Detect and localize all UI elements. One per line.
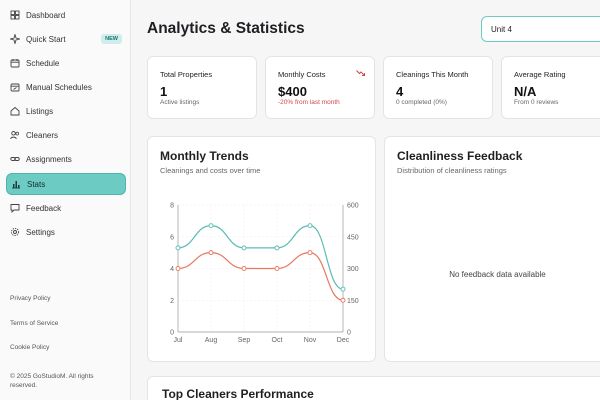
costs-data-point <box>175 266 181 271</box>
stat-value: 1 <box>160 84 168 99</box>
sidebar-item-schedule[interactable]: Schedule <box>6 52 126 74</box>
sidebar-item-label: Assignments <box>26 154 72 164</box>
panel-title: Monthly Trends <box>160 149 249 163</box>
stat-card-cleanings: Cleanings This Month 4 0 completed (0%) <box>383 56 493 119</box>
sidebar-item-feedback[interactable]: Feedback <box>6 197 126 219</box>
panel-subtitle: Distribution of cleanliness ratings <box>397 166 507 175</box>
sparkle-icon <box>10 34 20 44</box>
stat-title: Total Properties <box>160 70 213 79</box>
unit-select[interactable]: Unit 4 <box>481 16 600 42</box>
bar-chart-icon <box>11 179 21 189</box>
sidebar-item-label: Quick Start <box>26 34 66 44</box>
cleanings-data-point <box>175 245 181 251</box>
costs-data-point <box>340 297 346 303</box>
new-badge: NEW <box>101 34 122 44</box>
cleanings-data-point <box>307 223 313 229</box>
sidebar-item-cleaners[interactable]: Cleaners <box>6 124 126 146</box>
sidebar-item-dashboard[interactable]: Dashboard <box>6 4 126 26</box>
cookie-policy-link[interactable]: Cookie Policy <box>10 344 50 351</box>
costs-data-point <box>307 250 313 256</box>
calendar-icon <box>10 58 20 68</box>
y-left-tick-label: 2 <box>170 298 174 305</box>
calendar-edit-icon <box>10 82 20 92</box>
x-tick-label: Sep <box>238 337 251 344</box>
x-tick-label: Oct <box>272 337 283 344</box>
empty-state-message: No feedback data available <box>449 270 546 279</box>
stat-card-total-properties: Total Properties 1 Active listings <box>147 56 257 119</box>
sidebar-item-label: Dashboard <box>26 10 66 20</box>
y-right-tick-label: 600 <box>347 203 359 210</box>
costs-data-point <box>274 266 280 271</box>
y-right-tick-label: 300 <box>347 266 359 273</box>
y-left-tick-label: 0 <box>170 330 174 337</box>
panel-subtitle: Cleanings and costs over time <box>160 166 261 175</box>
stat-title: Cleanings This Month <box>396 70 469 79</box>
sidebar-item-label: Feedback <box>26 203 62 213</box>
stat-subtitle: From 0 reviews <box>514 99 559 106</box>
stat-subtitle: -20% from last month <box>278 99 340 106</box>
main-content: Analytics & Statistics Unit 4 Total Prop… <box>131 0 600 400</box>
users-icon <box>10 130 20 140</box>
home-icon <box>10 106 20 116</box>
sidebar-item-label: Manual Schedules <box>26 82 92 92</box>
panel-title: Cleanliness Feedback <box>397 149 523 163</box>
sidebar-item-label: Stats <box>27 179 46 189</box>
x-tick-label: Dec <box>337 337 350 344</box>
sidebar-item-settings[interactable]: Settings <box>6 221 126 243</box>
cleanings-data-point <box>274 245 280 251</box>
stat-value: 4 <box>396 84 404 99</box>
cleanings-data-point <box>241 245 247 251</box>
message-icon <box>10 203 20 213</box>
y-right-tick-label: 150 <box>347 298 359 305</box>
costs-data-point <box>241 266 247 271</box>
stat-card-average-rating: Average Rating N/A From 0 reviews <box>501 56 600 119</box>
stat-card-monthly-costs: Monthly Costs $400 -20% from last month <box>265 56 375 119</box>
sidebar-item-manual-schedules[interactable]: Manual Schedules <box>6 76 126 98</box>
cleanings-data-point <box>208 223 214 229</box>
sidebar-item-label: Settings <box>26 227 55 237</box>
sidebar-item-label: Cleaners <box>26 130 59 140</box>
stat-value: N/A <box>514 84 537 99</box>
x-tick-label: Jul <box>174 337 183 344</box>
cleanings-data-point <box>340 286 346 292</box>
link-icon <box>10 154 20 164</box>
y-right-tick-label: 450 <box>347 234 359 241</box>
sidebar-item-label: Schedule <box>26 58 60 68</box>
sidebar-item-label: Listings <box>26 106 54 116</box>
sidebar-item-quick-start[interactable]: Quick Start NEW <box>6 28 126 50</box>
stat-subtitle: Active listings <box>160 99 200 106</box>
sidebar-item-stats[interactable]: Stats <box>6 173 126 195</box>
top-cleaners-panel: Top Cleaners Performance <box>147 376 600 400</box>
stat-title: Average Rating <box>514 70 566 79</box>
dashboard-icon <box>10 10 20 20</box>
monthly-trends-panel: Monthly Trends Cleanings and costs over … <box>147 136 376 362</box>
y-left-tick-label: 4 <box>170 266 174 273</box>
privacy-policy-link[interactable]: Privacy Policy <box>10 295 51 302</box>
monthly-trends-chart: 0 2 4 6 8 0 150 300 450 600 Jul Aug Sep Oct Nov Dec <box>170 203 359 345</box>
y-left-tick-label: 8 <box>170 203 174 210</box>
costs-series-line <box>177 252 344 301</box>
y-right-tick-label: 0 <box>347 330 351 337</box>
x-tick-label: Nov <box>304 337 317 344</box>
sidebar-item-listings[interactable]: Listings <box>6 100 126 122</box>
cleanliness-feedback-panel: Cleanliness Feedback Distribution of cle… <box>384 136 600 362</box>
stat-value: $400 <box>278 84 307 99</box>
sidebar-item-assignments[interactable]: Assignments <box>6 148 126 170</box>
page-title: Analytics & Statistics <box>147 20 305 37</box>
panel-title: Top Cleaners Performance <box>162 387 314 400</box>
trending-down-icon <box>356 70 365 76</box>
copyright: © 2025 GoStudioM. All rights reserved. <box>10 373 94 389</box>
stat-title: Monthly Costs <box>278 70 326 79</box>
gear-icon <box>10 227 20 237</box>
sidebar: Dashboard Quick Start NEW Schedule Manua… <box>0 0 131 400</box>
x-tick-label: Aug <box>205 337 218 344</box>
y-left-tick-label: 6 <box>170 234 174 241</box>
terms-of-service-link[interactable]: Terms of Service <box>10 320 59 327</box>
costs-data-point <box>208 250 214 256</box>
stat-subtitle: 0 completed (0%) <box>396 99 447 106</box>
